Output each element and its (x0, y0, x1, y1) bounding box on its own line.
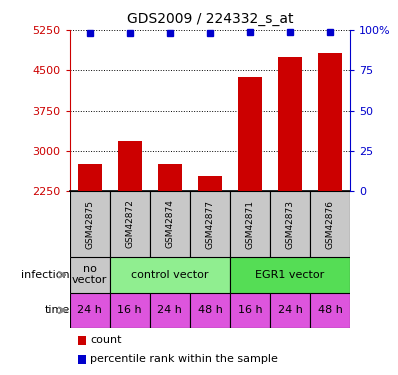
Text: 16 h: 16 h (238, 305, 262, 315)
Text: GSM42872: GSM42872 (125, 200, 134, 249)
Text: control vector: control vector (131, 270, 209, 280)
Bar (110, 257, 230, 292)
Bar (70, 292, 110, 328)
Bar (270, 191, 310, 257)
Bar (230, 257, 350, 292)
Text: no
vector: no vector (72, 264, 107, 285)
Bar (70, 191, 110, 257)
Text: count: count (90, 335, 122, 345)
Text: 48 h: 48 h (197, 305, 222, 315)
Bar (310, 191, 350, 257)
Bar (110, 191, 150, 257)
Bar (118, 141, 142, 191)
Bar (150, 292, 190, 328)
Title: GDS2009 / 224332_s_at: GDS2009 / 224332_s_at (127, 12, 293, 26)
Text: 16 h: 16 h (117, 305, 142, 315)
Bar (110, 292, 150, 328)
Bar (230, 191, 270, 257)
Bar (198, 176, 222, 191)
Bar (318, 53, 342, 191)
Bar (158, 164, 182, 191)
Bar (150, 191, 190, 257)
Bar (190, 292, 230, 328)
Text: EGR1 vector: EGR1 vector (256, 270, 325, 280)
Text: 24 h: 24 h (77, 305, 102, 315)
Bar (70, 257, 110, 292)
Text: GSM42873: GSM42873 (286, 200, 295, 249)
Bar (78, 164, 102, 191)
Text: GSM42876: GSM42876 (326, 200, 335, 249)
Text: percentile rank within the sample: percentile rank within the sample (90, 354, 278, 364)
Bar (278, 57, 302, 191)
Bar (238, 77, 262, 191)
Bar (230, 292, 270, 328)
Text: 48 h: 48 h (318, 305, 343, 315)
Text: GSM42874: GSM42874 (165, 200, 174, 249)
Text: 24 h: 24 h (158, 305, 182, 315)
Text: time: time (45, 305, 70, 315)
Bar (310, 292, 350, 328)
Bar (270, 292, 310, 328)
Text: GSM42871: GSM42871 (246, 200, 255, 249)
Bar (190, 191, 230, 257)
Text: GSM42875: GSM42875 (85, 200, 94, 249)
Text: infection: infection (21, 270, 70, 280)
Text: GSM42877: GSM42877 (205, 200, 215, 249)
Text: 24 h: 24 h (278, 305, 302, 315)
